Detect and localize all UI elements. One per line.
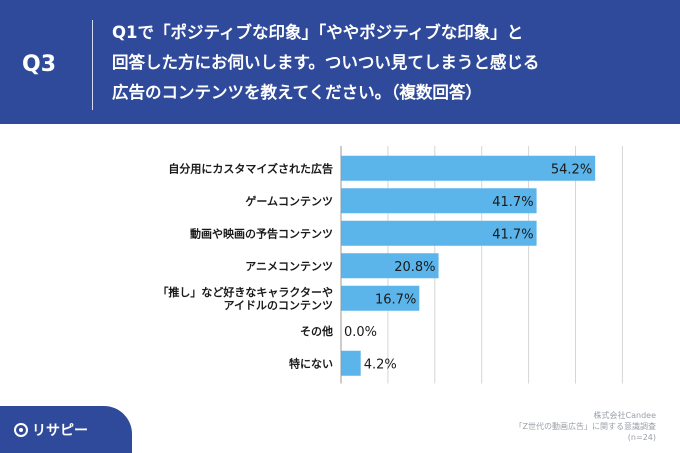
bar-value-label: 0.0% bbox=[344, 325, 377, 340]
source-company: 株式会社Candee bbox=[593, 411, 656, 420]
bar bbox=[341, 285, 420, 311]
bar-value-label: 41.7% bbox=[492, 195, 533, 210]
category-label: 特にない bbox=[289, 356, 333, 370]
question-line: 回答した方にお伺いします。ついつい見てしまうと感じる bbox=[112, 53, 540, 72]
logo-text: リサピー bbox=[32, 423, 88, 439]
category-label: アイドルのコンテンツ bbox=[224, 299, 333, 312]
source-sample-size: (n=24) bbox=[627, 433, 656, 442]
logo-pin-icon bbox=[14, 423, 28, 437]
brand-logo: リサピー bbox=[0, 406, 132, 453]
bar-value-label: 54.2% bbox=[551, 162, 592, 177]
question-line: Q1で「ポジティブな印象」「ややポジティブな印象」と bbox=[112, 23, 524, 42]
source-survey: 「Z世代の動画広告」に関する意識調査 bbox=[514, 422, 656, 431]
bar-chart: 54.2% 自分用にカスタマイズされた広告 41.7% ゲームコンテンツ 41.7% 動画… bbox=[157, 146, 623, 384]
source-note: 株式会社Candee 「Z世代の動画広告」に関する意識調査 (n=24) bbox=[515, 410, 656, 443]
category-label: その他 bbox=[300, 324, 333, 338]
category-label: 動画や映画の予告コンテンツ bbox=[190, 226, 333, 240]
bar bbox=[341, 155, 596, 181]
chart-card: 54.2% 自分用にカスタマイズされた広告 41.7% ゲームコンテンツ 41.7% 動画… bbox=[0, 124, 680, 453]
bar-value-label: 16.7% bbox=[375, 292, 416, 307]
header-divider bbox=[92, 20, 93, 110]
question-number: Q3 bbox=[22, 52, 57, 77]
question-text: Q1で「ポジティブな印象」「ややポジティブな印象」と 回答した方にお伺いします。… bbox=[112, 18, 652, 108]
bar bbox=[341, 253, 439, 279]
bar bbox=[341, 220, 537, 246]
bar-value-label: 41.7% bbox=[492, 227, 533, 242]
bar-value-label: 4.2% bbox=[364, 357, 397, 372]
category-label: ゲームコンテンツ bbox=[245, 194, 333, 208]
bar bbox=[341, 350, 361, 376]
category-label: 「推し」など好きなキャラクターや bbox=[157, 285, 333, 299]
bar bbox=[341, 188, 537, 214]
question-line: 広告のコンテンツを教えてください。（複数回答） bbox=[112, 83, 482, 102]
category-label: アニメコンテンツ bbox=[245, 260, 333, 273]
bar-value-label: 20.8% bbox=[394, 260, 435, 275]
category-label: 自分用にカスタマイズされた広告 bbox=[168, 161, 333, 175]
